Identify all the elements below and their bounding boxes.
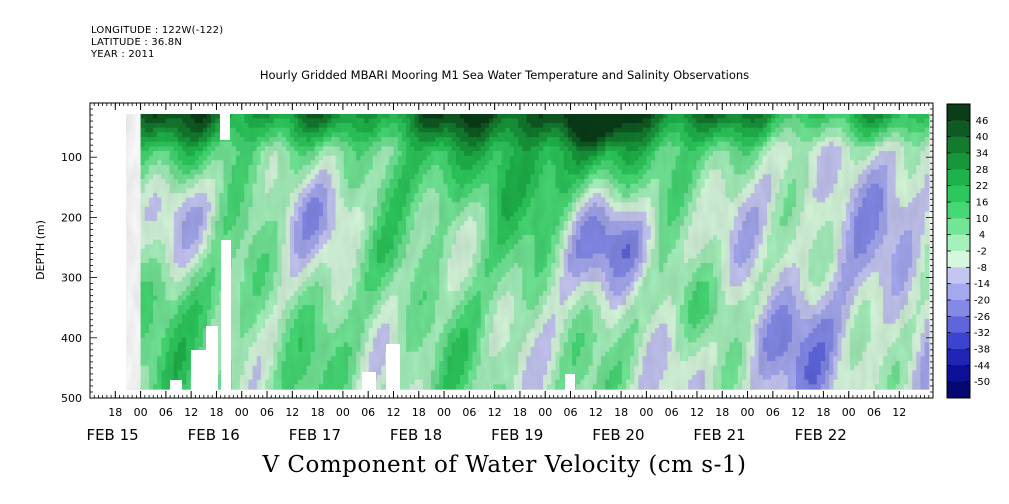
heatmap-cell [318,114,324,115]
heatmap-cell [182,114,187,115]
heatmap-cell [377,114,382,115]
heatmap-cell [198,114,204,115]
heatmap-cell [157,114,162,115]
heatmap-cell [410,114,415,115]
heatmap-cell [235,114,241,115]
heatmap-cell [368,114,374,115]
heatmap-cell [281,114,287,115]
heatmap-cell [148,114,154,115]
heatmap-cell [335,114,341,115]
longitude-label: LONGITUDE : 122W(-122) [91,25,224,36]
heatmap-cell [202,114,208,115]
heatmap-cell [186,114,191,115]
heatmap-cell [406,114,411,115]
chart-title: Hourly Gridded MBARI Mooring M1 Sea Wate… [259,68,750,82]
heatmap-cell [430,114,436,115]
heatmap-cell [348,114,353,115]
heatmap-cell [306,114,312,115]
heatmap-cell [356,114,362,115]
heatmap-cell [393,114,399,115]
heatmap-cell [153,114,158,115]
heatmap-cell [455,114,461,115]
heatmap-cell [244,114,250,115]
heatmap-cell [140,114,146,115]
heatmap-cell [352,114,357,115]
heatmap-cell [173,114,179,115]
heatmap-cell [480,114,486,115]
heatmap-cell [464,114,469,115]
heatmap-cell [240,114,245,115]
heatmap-cell [298,114,303,115]
heatmap-cell [327,114,333,115]
heatmap-cell [277,114,283,115]
heatmap-cell [447,114,453,115]
heatmap-cell [476,114,482,115]
heatmap-cell [206,114,212,115]
year-label: YEAR : 2011 [91,49,155,60]
heatmap-cell [401,114,407,115]
heatmap-cell [177,114,183,115]
heatmap-cell [294,114,299,115]
heatmap-cell [161,114,167,115]
latitude-label: LATITUDE : 36.8N [91,37,183,48]
heatmap-cell [339,114,345,115]
heatmap-cell [269,114,274,115]
heatmap-cell [460,114,465,115]
heatmap-cell [227,114,233,115]
heatmap-cell [484,114,490,115]
heatmap-cell [310,114,316,115]
heatmap-cell [273,114,279,115]
heatmap-cell [385,114,391,115]
heatmap-cell [422,114,428,115]
heatmap-cell [439,114,445,115]
heatmap-cell [194,114,200,115]
heatmap-cell [256,114,262,115]
heatmap-cell [331,114,337,115]
heatmap-cell [144,114,150,115]
heatmap-cell [219,114,225,115]
heatmap-cell [360,114,366,115]
heatmap-cell [435,114,440,115]
heatmap-cell [397,114,403,115]
heatmap-cell [223,114,229,115]
heatmap-cell [472,114,478,115]
heatmap-cell [231,114,237,115]
heatmap-cell [285,114,291,115]
heatmap-cell [426,114,432,115]
heatmap-cell [260,114,266,115]
heatmap-cell [169,114,175,115]
heatmap-cell [323,114,328,115]
heatmap-cell [211,114,216,115]
heatmap-cell [302,114,308,115]
heatmap-cell [343,114,349,115]
heatmap-cell [372,114,378,115]
heatmap-cell [381,114,386,115]
heatmap-cell [451,114,457,115]
heatmap-cell [252,114,258,115]
heatmap-cell [248,114,254,115]
